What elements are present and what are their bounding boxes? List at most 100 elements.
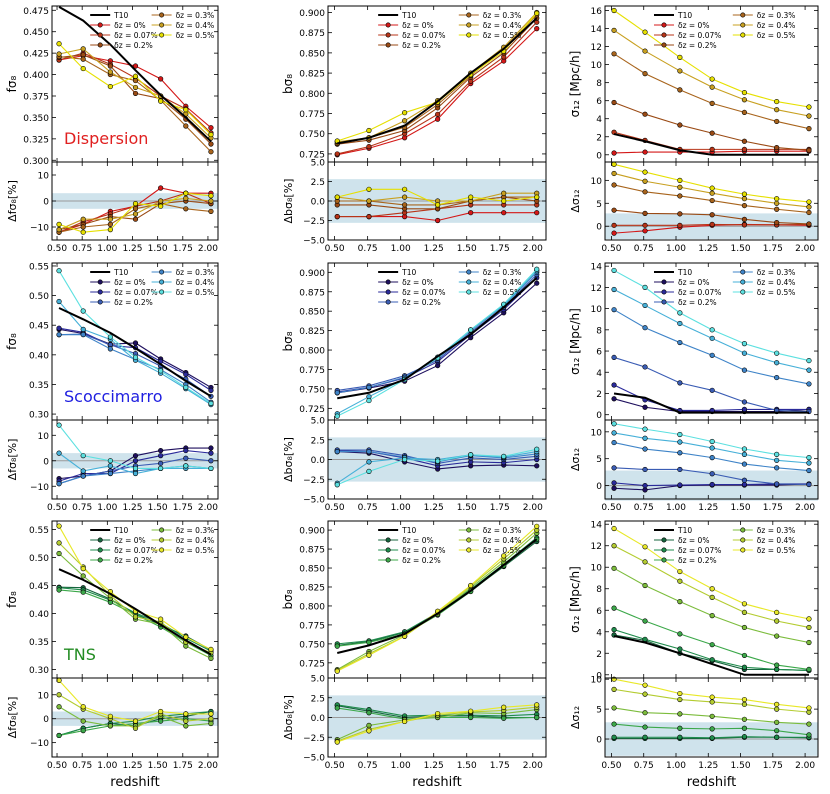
series-point-5	[132, 465, 139, 472]
series-point-4	[806, 113, 812, 119]
series-point-4	[56, 51, 62, 57]
legend-label-2: δz = 0.2%	[402, 556, 441, 565]
series-point-5	[107, 83, 113, 90]
series-point-4	[806, 460, 812, 466]
y-tick-label: 0.750	[299, 385, 325, 395]
panel-r0-c1-bottom: −5.0 −2.5 0.0 2.5 5.0 0.50 0.75 1.00 1.25 1.50 1.7…	[282, 159, 547, 254]
axes-frame	[51, 419, 219, 500]
series-point-3	[402, 202, 408, 208]
legend-label-5: δz = 0.5%	[176, 546, 215, 555]
legend-label-1: δz = 0.07%	[678, 546, 721, 555]
x-tick-label: 1.75	[490, 244, 510, 254]
legend-marker-2	[97, 557, 103, 563]
series-point-2	[642, 618, 648, 624]
series-line-3	[613, 53, 810, 130]
y-tick-label: 10	[38, 691, 50, 701]
series-point-5	[709, 694, 715, 700]
panel-r1-c1-top: 0.725 0.750 0.775 0.800 0.825 0.850 0.875 0.900…	[281, 262, 547, 421]
y-tick-label: 0.425	[23, 50, 49, 60]
y-tick-label: 8	[596, 326, 602, 336]
legend-marker-3	[740, 527, 746, 533]
series-point-4	[501, 190, 507, 196]
y-tick-label: 0.725	[299, 659, 325, 669]
y-tick-label: 6	[596, 97, 602, 107]
row-label-1: Scoccimarro	[64, 387, 162, 406]
x-tick-label: 0.50	[325, 244, 345, 254]
series-point-5	[366, 127, 372, 134]
y-tick-label: 2.5	[311, 694, 325, 704]
series-point-1	[183, 371, 189, 377]
series-point-3	[806, 721, 812, 727]
legend-marker-0	[385, 537, 391, 543]
series-point-4	[677, 320, 683, 327]
y-tick-label: 0	[596, 151, 602, 161]
series-point-4	[208, 716, 214, 722]
y-axis-label: σ₁₂ [Mpc/h]	[568, 51, 582, 118]
y-tick-label: 0.35	[29, 381, 49, 391]
y-tick-label: 0.350	[23, 114, 49, 124]
x-tick-label: 0.75	[358, 761, 378, 771]
x-tick-label: 1.50	[457, 761, 477, 771]
series-point-1	[334, 151, 340, 157]
series-point-3	[774, 374, 780, 381]
series-point-2	[709, 726, 715, 732]
series-point-3	[107, 470, 113, 477]
y-tick-label: −2.5	[303, 217, 325, 227]
series-line-3	[613, 309, 810, 385]
y-tick-label: 10	[591, 305, 603, 315]
series-point-5	[208, 465, 214, 472]
t10-line	[337, 538, 538, 654]
series-point-3	[806, 209, 812, 216]
series-point-5	[534, 10, 540, 16]
series-point-1	[366, 214, 372, 220]
series-point-4	[774, 618, 780, 624]
series-point-1	[709, 657, 715, 663]
y-axis-label: Δfσ₈[%]	[6, 180, 19, 222]
series-point-5	[468, 327, 474, 333]
y-tick-label: −10	[30, 739, 49, 749]
series-point-4	[56, 227, 62, 233]
series-point-5	[611, 421, 617, 427]
legend-marker-1	[97, 32, 103, 38]
series-point-3	[208, 208, 214, 214]
legend-marker-0	[385, 22, 391, 28]
y-tick-label: 2	[596, 390, 602, 400]
series-point-1	[642, 734, 648, 740]
legend-label-1: δz = 0.07%	[402, 31, 445, 40]
series-point-4	[611, 543, 617, 549]
panel-r1-c0-bottom: −10 0 10 0.50 0.75 1.00 1.25 1.50 1.75 2.00 Δfσ₈[%…	[6, 419, 219, 513]
series-point-4	[677, 184, 683, 190]
legend-marker-3	[159, 269, 165, 275]
y-tick-label: 0	[596, 736, 602, 746]
t10-line	[58, 5, 212, 143]
y-axis-label: Δbσ₈[%]	[282, 437, 295, 482]
series-point-5	[158, 368, 164, 374]
series-point-5	[183, 107, 189, 113]
series-point-5	[107, 227, 113, 233]
legend-marker-3	[159, 12, 165, 18]
series-point-4	[709, 84, 715, 90]
y-axis-label: Δfσ₈[%]	[6, 439, 19, 481]
series-point-3	[677, 87, 683, 93]
legend-label-5: δz = 0.5%	[483, 288, 522, 297]
series-point-1	[611, 382, 617, 388]
series-point-0	[132, 340, 139, 346]
series-point-0	[158, 185, 164, 191]
y-tick-label: 10	[38, 432, 50, 442]
series-point-3	[183, 723, 189, 729]
legend-label-t10: T10	[401, 11, 416, 20]
x-tick-label: 1.25	[122, 503, 142, 513]
series-point-3	[611, 51, 617, 57]
series-point-3	[56, 332, 62, 338]
series-point-3	[334, 390, 340, 396]
series-point-1	[642, 482, 648, 489]
x-tick-label: 1.00	[97, 761, 117, 771]
x-tick-label: 1.50	[457, 244, 477, 254]
x-tick-label: 1.25	[424, 244, 444, 254]
series-point-0	[534, 463, 540, 469]
